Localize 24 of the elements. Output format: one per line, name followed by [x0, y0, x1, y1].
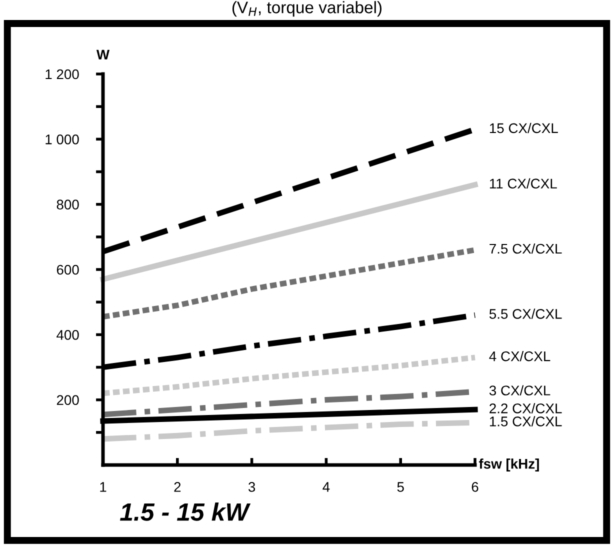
x-tick-label: 2 — [174, 482, 181, 492]
x-tick-label: 1 — [100, 482, 106, 492]
series-label: 5.5 CX/CXL — [489, 308, 562, 319]
y-tick-label: 1 000 — [46, 134, 79, 144]
x-tick-label: 5 — [397, 482, 404, 492]
x-tick-label: 4 — [322, 482, 330, 492]
y-tick-label: 800 — [56, 200, 79, 210]
y-tick-label: 200 — [56, 395, 79, 406]
series-label: 3 CX/CXL — [489, 385, 550, 396]
series-label: 7.5 CX/CXL — [490, 243, 562, 254]
series-label: 1.5 CX/CXL — [490, 416, 562, 426]
series-label: 15 CX/CXL — [490, 122, 558, 134]
series-label: 4 CX/CXL — [489, 351, 550, 362]
x-tick-label: 3 — [248, 482, 256, 492]
series-label: 2.2 CX/CXL — [490, 403, 562, 414]
y-tick-label: 1 200 — [46, 69, 79, 80]
series-label: 11 CX/CXL — [490, 178, 557, 189]
x-axis-title: fsw [kHz] — [478, 458, 539, 472]
x-tick-label: 6 — [472, 482, 478, 492]
text: 1.5 - 15 kW — [120, 502, 251, 521]
chart-subtitle: (V$_{H}$, torque variabel) — [232, 1, 382, 17]
y-tick-label: 600 — [56, 264, 79, 275]
y-axis-title: W — [96, 50, 110, 60]
y-tick-label: 400 — [56, 330, 79, 340]
